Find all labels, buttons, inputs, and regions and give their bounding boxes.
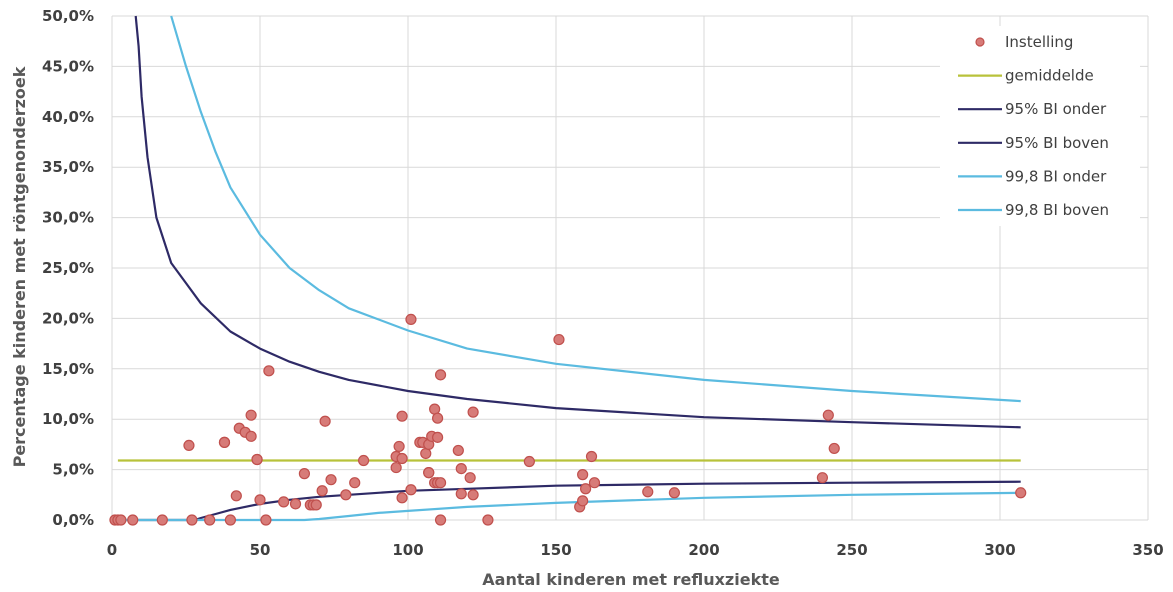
data-point xyxy=(278,496,290,508)
data-point xyxy=(816,472,829,484)
y-tick-label: 25,0% xyxy=(42,259,94,277)
x-tick-labels: 0 50 100 150 200 250 300 350 xyxy=(107,541,1164,559)
data-point xyxy=(452,444,464,457)
x-tick-label: 0 xyxy=(107,541,117,559)
data-point xyxy=(467,489,479,501)
data-point xyxy=(325,474,337,486)
y-tick-label: 30,0% xyxy=(42,209,94,227)
x-tick-label: 150 xyxy=(540,541,571,559)
data-point xyxy=(251,453,263,466)
x-tick-label: 350 xyxy=(1132,541,1163,559)
x-tick-label: 250 xyxy=(836,541,867,559)
data-point xyxy=(396,410,408,422)
data-point xyxy=(316,485,328,497)
data-point xyxy=(245,430,257,442)
data-point xyxy=(340,489,352,501)
data-point xyxy=(434,477,447,489)
data-point xyxy=(434,369,447,381)
data-point xyxy=(642,486,654,498)
y-axis-label: Percentage kinderen met röntgenonderzoek xyxy=(10,66,29,467)
legend-label: 99,8 BI boven xyxy=(1005,201,1109,219)
data-point xyxy=(204,514,216,526)
series-line-99-8-bi-boven xyxy=(170,15,1021,403)
y-tick-label: 15,0% xyxy=(42,360,94,378)
data-point xyxy=(263,365,275,377)
data-point xyxy=(434,514,447,526)
data-point xyxy=(455,488,467,500)
series-line-95-bi-boven xyxy=(134,15,1021,429)
y-tick-label: 45,0% xyxy=(42,57,94,75)
y-tick-label: 5,0% xyxy=(52,461,94,479)
data-point xyxy=(358,454,370,467)
data-point xyxy=(156,514,168,526)
data-point xyxy=(577,469,589,481)
y-tick-label: 0,0% xyxy=(52,511,94,529)
y-tick-labels: 0,0% 5,0% 10,0% 15,0% 20,0% 25,0% 30,0% 35,0% 40… xyxy=(42,7,94,529)
data-point xyxy=(405,484,417,496)
data-point xyxy=(405,313,417,326)
data-point xyxy=(467,406,479,418)
data-point xyxy=(464,472,476,484)
data-point xyxy=(349,477,361,489)
x-tick-label: 300 xyxy=(984,541,1015,559)
data-point xyxy=(224,514,236,526)
data-point xyxy=(455,462,467,475)
data-point xyxy=(577,495,589,507)
data-point xyxy=(230,490,242,502)
data-point xyxy=(310,499,322,511)
data-point xyxy=(298,468,310,480)
data-point xyxy=(1015,487,1027,499)
data-point xyxy=(579,483,592,495)
data-point xyxy=(822,409,834,421)
data-point xyxy=(396,492,408,504)
y-tick-label: 50,0% xyxy=(42,7,94,25)
data-point xyxy=(254,494,266,506)
y-tick-label: 10,0% xyxy=(42,410,94,428)
data-point xyxy=(289,498,302,510)
data-point xyxy=(218,436,231,448)
legend-label: Instelling xyxy=(1005,33,1073,51)
legend-marker xyxy=(975,37,985,47)
legend: Instelling gemiddelde 95% BI onder 95% BI b… xyxy=(940,26,1140,226)
data-point xyxy=(553,333,565,346)
legend-label: 95% BI boven xyxy=(1005,134,1109,152)
data-point xyxy=(115,514,127,526)
x-axis-label: Aantal kinderen met refluxziekte xyxy=(482,570,780,589)
data-point xyxy=(245,409,257,421)
data-point xyxy=(523,455,535,468)
data-point xyxy=(432,412,444,424)
data-point xyxy=(432,431,444,443)
data-point xyxy=(260,514,272,526)
legend-label: gemiddelde xyxy=(1005,67,1094,85)
data-point xyxy=(127,514,139,526)
y-tick-label: 40,0% xyxy=(42,108,94,126)
series-line-99-8-bi-onder xyxy=(117,491,1021,522)
legend-label: 95% BI onder xyxy=(1005,100,1107,118)
data-point xyxy=(390,461,402,474)
data-point xyxy=(183,439,195,452)
data-point xyxy=(319,415,331,427)
data-point xyxy=(186,514,198,526)
data-point xyxy=(393,440,405,453)
legend-background xyxy=(940,26,1140,226)
series-points xyxy=(109,313,1027,526)
legend-label: 99,8 BI onder xyxy=(1005,167,1107,185)
series-line-95-bi-onder xyxy=(117,480,1021,522)
data-point xyxy=(396,452,408,465)
x-tick-label: 200 xyxy=(688,541,719,559)
x-tick-label: 100 xyxy=(392,541,423,559)
data-point xyxy=(588,477,601,489)
y-tick-label: 20,0% xyxy=(42,309,94,327)
data-point xyxy=(828,442,840,455)
data-point xyxy=(423,467,435,479)
data-point xyxy=(668,487,681,499)
x-tick-label: 50 xyxy=(250,541,271,559)
grid xyxy=(111,15,1149,521)
y-tick-label: 35,0% xyxy=(42,158,94,176)
data-point xyxy=(585,450,598,463)
data-point xyxy=(482,514,494,526)
